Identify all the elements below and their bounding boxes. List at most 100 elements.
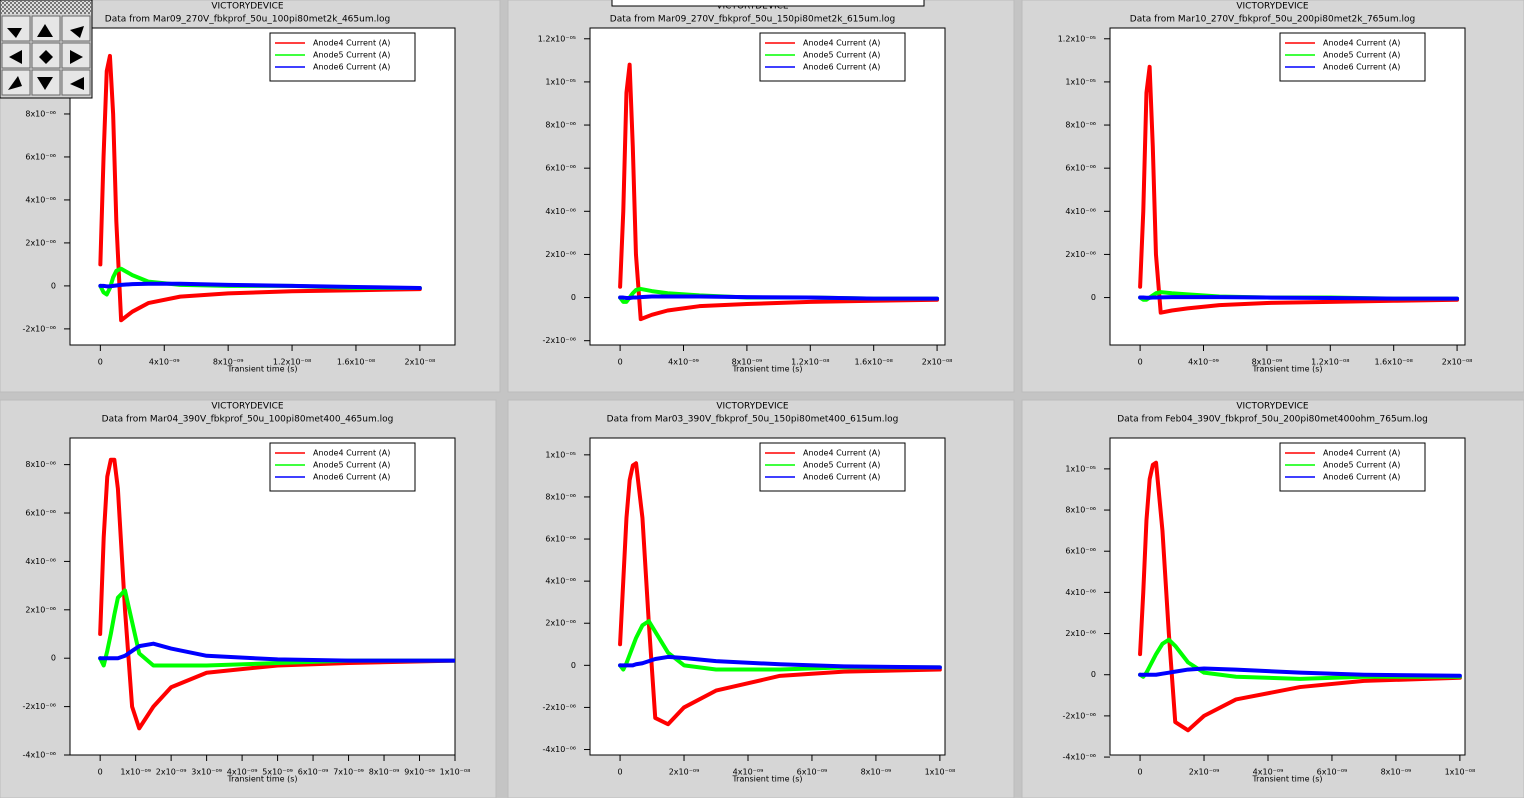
x-tick-label: 2x10⁻⁰⁸ xyxy=(922,358,953,367)
chart-panel: VICTORYDEVICE Data from Mar10_270V_fbkpro… xyxy=(1021,0,1524,393)
data-line xyxy=(98,53,422,323)
x-tick-label: 4x10⁻⁰⁹ xyxy=(668,358,699,367)
y-tick-label: -4x10⁻⁰⁶ xyxy=(542,745,576,754)
y-tick-label: 6x10⁻⁰⁶ xyxy=(545,164,576,173)
nav-arrow xyxy=(9,50,22,64)
legend xyxy=(269,32,416,82)
chart-title: VICTORYDEVICE xyxy=(211,2,284,12)
y-tick-label: 2x10⁻⁰⁶ xyxy=(25,238,56,247)
y-tick-label: 4x10⁻⁰⁶ xyxy=(1065,588,1096,597)
x-axis-label: Transient time (s) xyxy=(1251,365,1322,374)
y-tick-label: 8x10⁻⁰⁶ xyxy=(25,109,56,118)
data-line xyxy=(98,641,455,663)
x-tick-label: 8x10⁻⁰⁹ xyxy=(1252,358,1283,367)
data-line xyxy=(1138,666,1462,678)
y-tick-label: 8x10⁻⁰⁶ xyxy=(545,121,576,130)
x-axis-label: Transient time (s) xyxy=(226,365,297,374)
y-tick-label: 1x10⁻⁰⁵ xyxy=(545,77,576,86)
data-line xyxy=(1138,295,1460,301)
data-line xyxy=(1138,64,1460,315)
x-tick-label: 4x10⁻⁰⁹ xyxy=(1253,768,1284,777)
y-tick-label: 0 xyxy=(51,281,56,290)
chart-panel: VICTORYDEVICE Data from Mar03_390V_fbkpro… xyxy=(507,399,1015,798)
x-tick-label: 1.6x10⁻⁰⁸ xyxy=(337,358,375,367)
legend-label: Anode6 Current (A) xyxy=(1323,63,1400,72)
y-tick-label: 2x10⁻⁰⁶ xyxy=(545,250,576,259)
legend xyxy=(759,442,906,492)
y-tick-label: 8x10⁻⁰⁶ xyxy=(545,492,576,501)
y-tick-label: -4x10⁻⁰⁶ xyxy=(22,751,56,760)
nav-arrow xyxy=(37,77,53,90)
nav-grip xyxy=(1,1,91,14)
legend-label: Anode4 Current (A) xyxy=(1323,449,1400,458)
legend-label: Anode5 Current (A) xyxy=(803,461,880,470)
chart-panel: VICTORYDEVICE Data from Feb04_390V_fbkpro… xyxy=(1021,399,1524,798)
y-tick-label: 1x10⁻⁰⁵ xyxy=(1065,77,1096,86)
y-tick-label: 6x10⁻⁰⁶ xyxy=(1065,164,1096,173)
y-tick-label: 6x10⁻⁰⁶ xyxy=(25,152,56,161)
nav-arrow xyxy=(7,28,22,38)
data-line xyxy=(618,654,942,670)
x-tick-label: 2x10⁻⁰⁹ xyxy=(669,768,700,777)
legend-label: Anode5 Current (A) xyxy=(803,51,880,60)
nav-arrow xyxy=(70,26,84,38)
y-tick-label: 0 xyxy=(1091,293,1096,302)
y-tick-label: 6x10⁻⁰⁶ xyxy=(545,535,576,544)
y-tick-label: 2x10⁻⁰⁶ xyxy=(25,605,56,614)
chart-subtitle: Data from Feb04_390V_fbkprof_50u_200pi80… xyxy=(1117,415,1428,425)
y-tick-label: 4x10⁻⁰⁶ xyxy=(1065,207,1096,216)
chart-title: VICTORYDEVICE xyxy=(1236,402,1309,412)
x-tick-label: 2x10⁻⁰⁸ xyxy=(1442,358,1473,367)
x-axis-label: Transient time (s) xyxy=(226,775,297,784)
x-tick-label: 4x10⁻⁰⁹ xyxy=(227,768,258,777)
legend-label: Anode5 Current (A) xyxy=(1323,461,1400,470)
y-tick-label: 6x10⁻⁰⁶ xyxy=(25,509,56,518)
x-tick-label: 4x10⁻⁰⁹ xyxy=(733,768,764,777)
y-tick-label: -2x10⁻⁰⁶ xyxy=(22,324,56,333)
legend-label: Anode4 Current (A) xyxy=(313,449,390,458)
legend xyxy=(1279,442,1426,492)
navigation-widget xyxy=(0,0,93,99)
nav-arrow xyxy=(70,50,83,64)
y-tick-label: 1.2x10⁻⁰⁵ xyxy=(538,34,576,43)
y-tick-label: 2x10⁻⁰⁶ xyxy=(1065,629,1096,638)
chart-title: VICTORYDEVICE xyxy=(716,402,789,412)
legend-label: Anode4 Current (A) xyxy=(313,39,390,48)
x-tick-label: 1.2x10⁻⁰⁸ xyxy=(273,358,311,367)
y-tick-label: 0 xyxy=(571,661,576,670)
x-tick-label: 0 xyxy=(98,768,103,777)
chart-subtitle: Data from Mar04_390V_fbkprof_50u_100pi80… xyxy=(102,415,394,425)
y-tick-label: 8x10⁻⁰⁶ xyxy=(1065,506,1096,515)
data-line xyxy=(98,281,422,291)
legend-label: Anode6 Current (A) xyxy=(803,473,880,482)
x-tick-label: 8x10⁻⁰⁹ xyxy=(213,358,244,367)
legend-label: Anode4 Current (A) xyxy=(803,39,880,48)
x-tick-label: 8x10⁻⁰⁹ xyxy=(369,768,400,777)
data-line xyxy=(618,294,940,301)
legend-label: Anode5 Current (A) xyxy=(313,461,390,470)
x-tick-label: 1.6x10⁻⁰⁸ xyxy=(855,358,893,367)
x-tick-label: 6x10⁻⁰⁹ xyxy=(1317,768,1348,777)
x-tick-label: 6x10⁻⁰⁹ xyxy=(797,768,828,777)
y-tick-label: 4x10⁻⁰⁶ xyxy=(545,207,576,216)
chart-title: VICTORYDEVICE xyxy=(211,402,284,412)
data-line xyxy=(98,588,455,668)
y-tick-label: 0 xyxy=(571,293,576,302)
x-tick-label: 1x10⁻⁰⁹ xyxy=(120,768,151,777)
chart-subtitle: Data from Mar09_270V_fbkprof_50u_100pi80… xyxy=(105,15,390,25)
data-line xyxy=(1138,460,1462,733)
header-box xyxy=(611,0,925,7)
x-tick-label: 8x10⁻⁰⁹ xyxy=(861,768,892,777)
x-tick-label: 9x10⁻⁰⁹ xyxy=(404,768,435,777)
x-tick-label: 1.2x10⁻⁰⁸ xyxy=(1311,358,1349,367)
nav-arrow xyxy=(37,24,53,37)
y-tick-label: 8x10⁻⁰⁶ xyxy=(1065,121,1096,130)
x-tick-label: 2x10⁻⁰⁹ xyxy=(156,768,187,777)
chart-panel: VICTORYDEVICE Data from Mar04_390V_fbkpro… xyxy=(0,399,497,798)
legend-label: Anode5 Current (A) xyxy=(313,51,390,60)
x-tick-label: 4x10⁻⁰⁹ xyxy=(149,358,180,367)
legend xyxy=(759,32,906,82)
nav-arrow xyxy=(70,77,84,90)
y-tick-label: 4x10⁻⁰⁶ xyxy=(25,195,56,204)
x-axis-label: Transient time (s) xyxy=(731,365,802,374)
